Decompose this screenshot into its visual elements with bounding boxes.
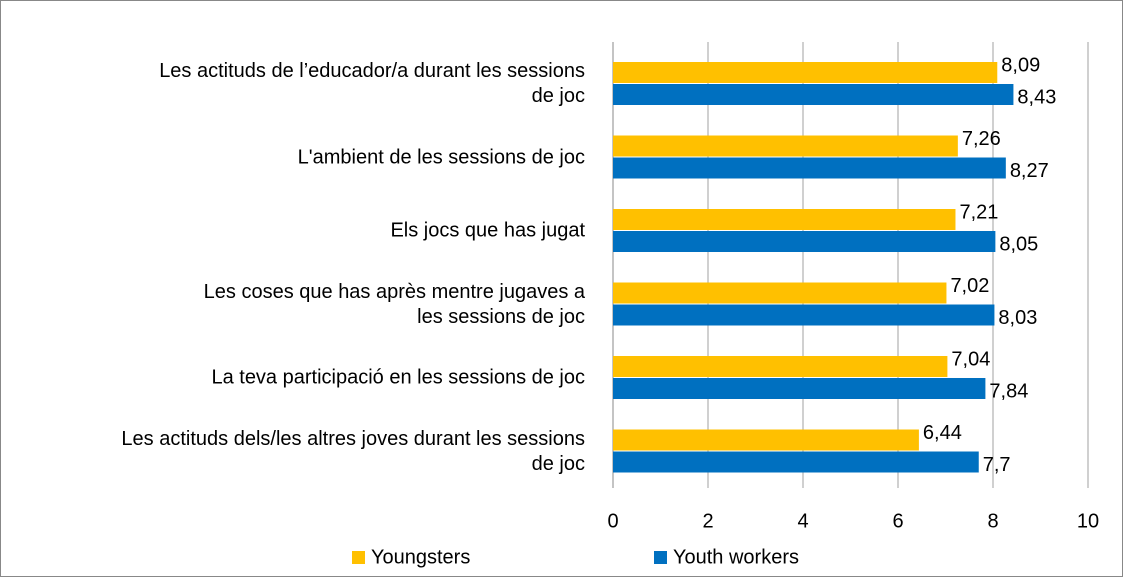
x-tick-label: 0 xyxy=(607,510,618,532)
bar xyxy=(613,231,996,252)
data-label: 7,7 xyxy=(983,454,1011,476)
y-tick-label: Les actituds de l’educador/a durant les … xyxy=(159,60,585,107)
legend-swatch xyxy=(654,551,667,564)
bar xyxy=(613,282,947,304)
legend-label: Youth workers xyxy=(673,546,799,568)
y-tick-label: Els jocs que has jugat xyxy=(390,219,585,242)
bar xyxy=(613,378,986,399)
data-label: 8,43 xyxy=(1017,86,1056,108)
data-label: 8,05 xyxy=(999,233,1038,255)
x-tick-label: 6 xyxy=(892,510,903,532)
y-tick-label: Les actituds dels/les altres joves duran… xyxy=(121,427,585,475)
data-label: 7,04 xyxy=(951,348,990,370)
x-tick-label: 8 xyxy=(987,510,998,532)
bar xyxy=(613,62,998,83)
legend-label: Youngsters xyxy=(371,546,470,568)
bar xyxy=(613,451,979,473)
data-label: 6,44 xyxy=(923,422,962,444)
bar xyxy=(613,157,1006,179)
data-label: 8,03 xyxy=(998,307,1037,329)
data-label: 7,84 xyxy=(989,380,1028,402)
y-tick-label: La teva participació en les sessions de … xyxy=(211,366,585,389)
x-tick-label: 2 xyxy=(702,510,713,532)
data-label: 7,21 xyxy=(959,201,998,223)
bar xyxy=(613,304,995,326)
data-label: 8,27 xyxy=(1010,160,1049,182)
bar xyxy=(613,429,919,451)
x-tick-label: 4 xyxy=(797,510,808,532)
y-tick-label: L'ambient de les sessions de joc xyxy=(297,146,585,168)
data-label: 7,26 xyxy=(962,128,1001,150)
data-label: 7,02 xyxy=(950,275,989,297)
legend-swatch xyxy=(352,551,365,564)
y-tick-label: Les coses que has après mentre jugaves a… xyxy=(203,280,585,328)
bar xyxy=(613,135,958,157)
data-label: 8,09 xyxy=(1001,54,1040,76)
bar xyxy=(613,84,1014,105)
bar xyxy=(613,209,956,230)
bar xyxy=(613,356,948,377)
x-tick-label: 10 xyxy=(1077,510,1099,532)
